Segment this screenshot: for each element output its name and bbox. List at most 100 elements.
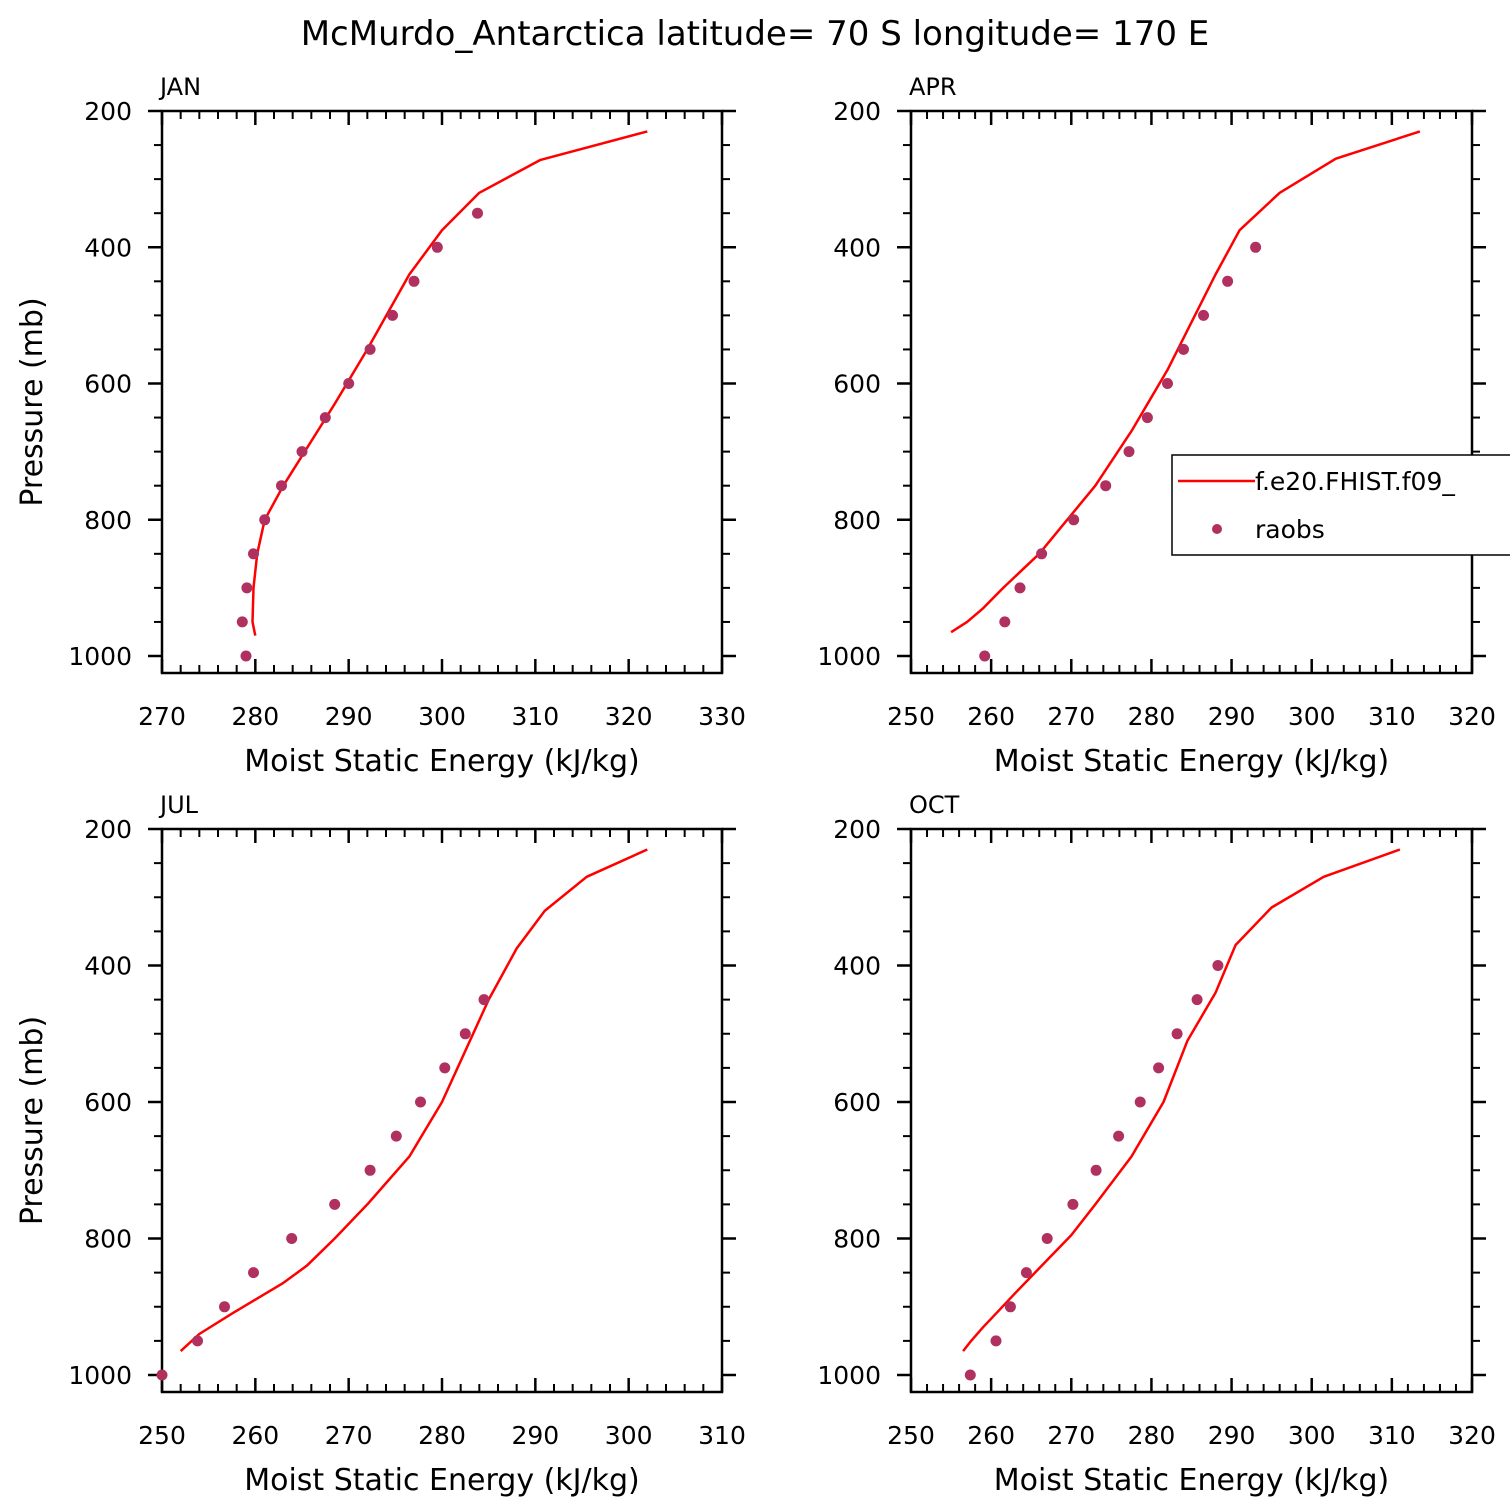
panel-label: JUL	[158, 791, 199, 819]
raobs-point	[1153, 1062, 1165, 1074]
raobs-point	[415, 1096, 426, 1108]
y-axis-title: Pressure (mb)	[15, 1016, 50, 1225]
raobs-point	[1036, 548, 1048, 560]
raobs-point	[296, 446, 308, 458]
y-tick-label: 400	[833, 952, 881, 981]
raobs-point	[1212, 960, 1224, 971]
x-tick-label: 310	[698, 1421, 746, 1450]
y-tick-label: 200	[833, 815, 881, 844]
y-tick-label: 1000	[817, 642, 881, 671]
y-tick-label: 800	[833, 506, 881, 535]
x-tick-label: 280	[418, 1421, 466, 1450]
raobs-point	[329, 1198, 341, 1210]
raobs-point	[219, 1301, 230, 1313]
raobs-point	[387, 309, 398, 321]
y-tick-label: 600	[84, 1088, 132, 1117]
x-tick-label: 310	[1368, 702, 1416, 731]
x-axis-title: Moist Static Energy (kJ/kg)	[244, 744, 640, 779]
raobs-point	[1134, 1096, 1146, 1108]
y-tick-label: 600	[84, 370, 132, 399]
raobs-point	[343, 378, 355, 389]
x-tick-label: 290	[1208, 702, 1256, 731]
y-tick-label: 200	[84, 815, 132, 844]
x-tick-label: 310	[1368, 1421, 1416, 1450]
y-tick-label: 800	[84, 506, 132, 535]
raobs-point	[459, 1028, 471, 1040]
raobs-point	[999, 616, 1011, 628]
y-tick-label: 1000	[68, 1361, 132, 1390]
y-tick-label: 600	[833, 370, 881, 399]
raobs-point	[364, 1164, 376, 1176]
panel-label: APR	[909, 73, 957, 101]
x-axis-title: Moist Static Energy (kJ/kg)	[994, 1463, 1390, 1498]
y-tick-label: 200	[833, 97, 881, 126]
raobs-point	[1222, 275, 1234, 287]
x-tick-label: 290	[325, 702, 373, 731]
x-tick-label: 300	[1288, 1421, 1336, 1450]
raobs-point	[259, 514, 271, 526]
raobs-point	[319, 412, 331, 424]
x-tick-label: 280	[231, 702, 279, 731]
legend-obs-label: raobs	[1255, 515, 1325, 544]
x-tick-label: 260	[231, 1421, 279, 1450]
chart-panel-jan: JAN 270 280 290 300 310 320 330 200 400 600 800 1000…	[15, 73, 746, 779]
x-axis-title: Moist Static Energy (kJ/kg)	[994, 744, 1390, 779]
y-tick-label: 1000	[68, 642, 132, 671]
raobs-point	[1178, 343, 1189, 355]
raobs-point	[1020, 1267, 1032, 1279]
raobs-point	[192, 1335, 203, 1347]
y-tick-label: 600	[833, 1088, 881, 1117]
model-line	[962, 848, 1401, 1352]
raobs-point	[1100, 480, 1112, 492]
raobs-point	[236, 616, 248, 628]
plot-frame	[909, 827, 1474, 1394]
raobs-point	[1041, 1233, 1053, 1244]
raobs-point	[240, 650, 252, 662]
y-tick-label: 400	[84, 233, 132, 262]
chart-panel-jul: JUL 250 260 270 280 290 300 310 200 400 600 800 1000…	[15, 791, 746, 1498]
raobs-point	[286, 1233, 298, 1244]
panel-label: JAN	[158, 73, 201, 101]
panel-label: OCT	[909, 791, 960, 819]
y-tick-label: 400	[84, 952, 132, 981]
x-tick-label: 270	[138, 702, 186, 731]
x-tick-label: 270	[325, 1421, 373, 1450]
raobs-point	[1123, 446, 1135, 458]
y-tick-label: 800	[833, 1225, 881, 1254]
raobs-point	[431, 241, 443, 253]
x-tick-label: 260	[967, 1421, 1015, 1450]
x-tick-label: 320	[1448, 702, 1496, 731]
raobs-point	[248, 1267, 259, 1279]
x-tick-label: 320	[605, 702, 653, 731]
x-tick-label: 330	[698, 702, 746, 731]
raobs-point	[990, 1335, 1002, 1347]
raobs-point	[1171, 1028, 1183, 1040]
legend-obs-marker	[1212, 524, 1222, 534]
raobs-point	[364, 343, 376, 355]
y-tick-label: 400	[833, 233, 881, 262]
x-tick-label: 280	[1128, 1421, 1176, 1450]
raobs-point	[156, 1369, 168, 1381]
x-tick-label: 280	[1128, 702, 1176, 731]
raobs-point	[478, 994, 490, 1006]
x-tick-label: 250	[887, 1421, 935, 1450]
raobs-point	[390, 1130, 402, 1142]
raobs-point	[472, 207, 483, 219]
plot-frame	[160, 827, 724, 1394]
raobs-point	[1113, 1130, 1125, 1142]
x-tick-label: 300	[1288, 702, 1336, 731]
plot-frame	[909, 109, 1474, 675]
raobs-point	[979, 650, 991, 662]
raobs-point	[276, 480, 287, 492]
x-tick-label: 320	[1448, 1421, 1496, 1450]
x-tick-label: 270	[1047, 1421, 1095, 1450]
x-tick-label: 290	[511, 1421, 559, 1450]
raobs-point	[248, 548, 259, 560]
raobs-point	[1004, 1301, 1016, 1313]
x-tick-label: 300	[605, 1421, 653, 1450]
raobs-point	[1090, 1164, 1102, 1176]
raobs-point	[1014, 582, 1026, 594]
raobs-point	[408, 275, 420, 287]
x-tick-label: 270	[1047, 702, 1095, 731]
raobs-point	[1191, 994, 1203, 1006]
